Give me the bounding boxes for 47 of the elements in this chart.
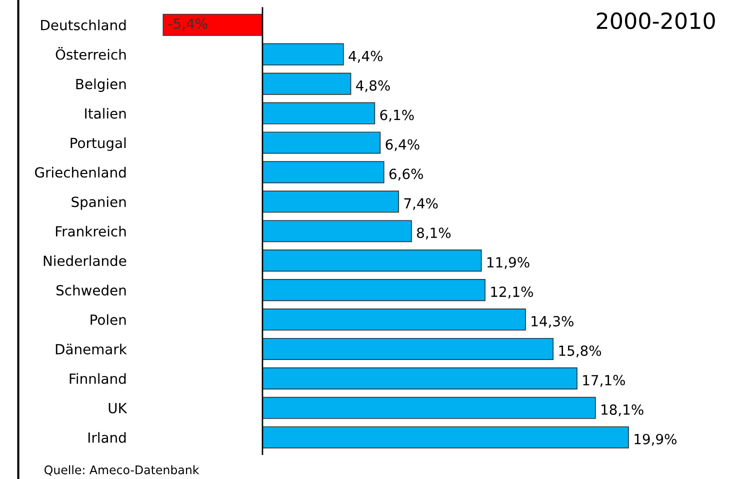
data-label: 12,1% (491, 286, 533, 298)
data-label: -5,4% (168, 18, 208, 30)
bar (262, 396, 596, 419)
bar (262, 220, 412, 242)
y-tick-label: Österreich (56, 46, 126, 60)
y-tick-label: Griechenland (35, 166, 126, 178)
data-label: 6,1% (380, 110, 414, 122)
y-tick-label: Deutschland (41, 20, 126, 30)
data-label: 7,4% (404, 198, 438, 210)
bar (262, 426, 629, 448)
bar (262, 308, 526, 331)
bar (262, 43, 344, 66)
data-label: 6,6% (389, 168, 423, 181)
source-note: Quelle: Ameco-Datenbank (44, 465, 200, 476)
y-tick-label: Niederlande (44, 255, 126, 266)
data-label: 11,9% (487, 257, 530, 269)
data-label: 8,1% (417, 228, 451, 240)
data-label: 4,4% (348, 50, 383, 63)
bar (262, 132, 381, 154)
bar (262, 72, 352, 95)
y-tick-label: Italien (85, 108, 126, 119)
data-label: 14,3% (532, 316, 574, 328)
data-label: 15,8% (559, 345, 602, 358)
bar (262, 190, 400, 213)
y-tick-label: Polen (90, 314, 126, 325)
y-tick-label: Spanien (72, 196, 126, 210)
y-tick-label: Frankreich (56, 226, 126, 237)
y-tick-label: Irland (88, 432, 126, 443)
data-label: 4,8% (356, 80, 390, 92)
data-label: 17,1% (583, 374, 625, 387)
y-tick-label: Portugal (70, 137, 126, 151)
bar (262, 367, 578, 390)
data-label: 19,9% (634, 434, 676, 446)
bar (262, 102, 376, 124)
data-label: 6,4% (386, 139, 420, 152)
bar (262, 250, 482, 272)
y-tick-label: UK (108, 403, 128, 414)
bar (262, 338, 554, 360)
bar (262, 279, 486, 302)
y-tick-label: Finnland (70, 373, 126, 384)
bar (262, 161, 384, 184)
data-label: 18,1% (602, 404, 644, 416)
y-tick-label: Schweden (56, 284, 126, 296)
bar (162, 14, 263, 36)
chart-title: 2000-2010 (596, 12, 715, 30)
y-tick-label: Belgien (76, 78, 126, 92)
y-tick-label: Dänemark (56, 344, 127, 354)
